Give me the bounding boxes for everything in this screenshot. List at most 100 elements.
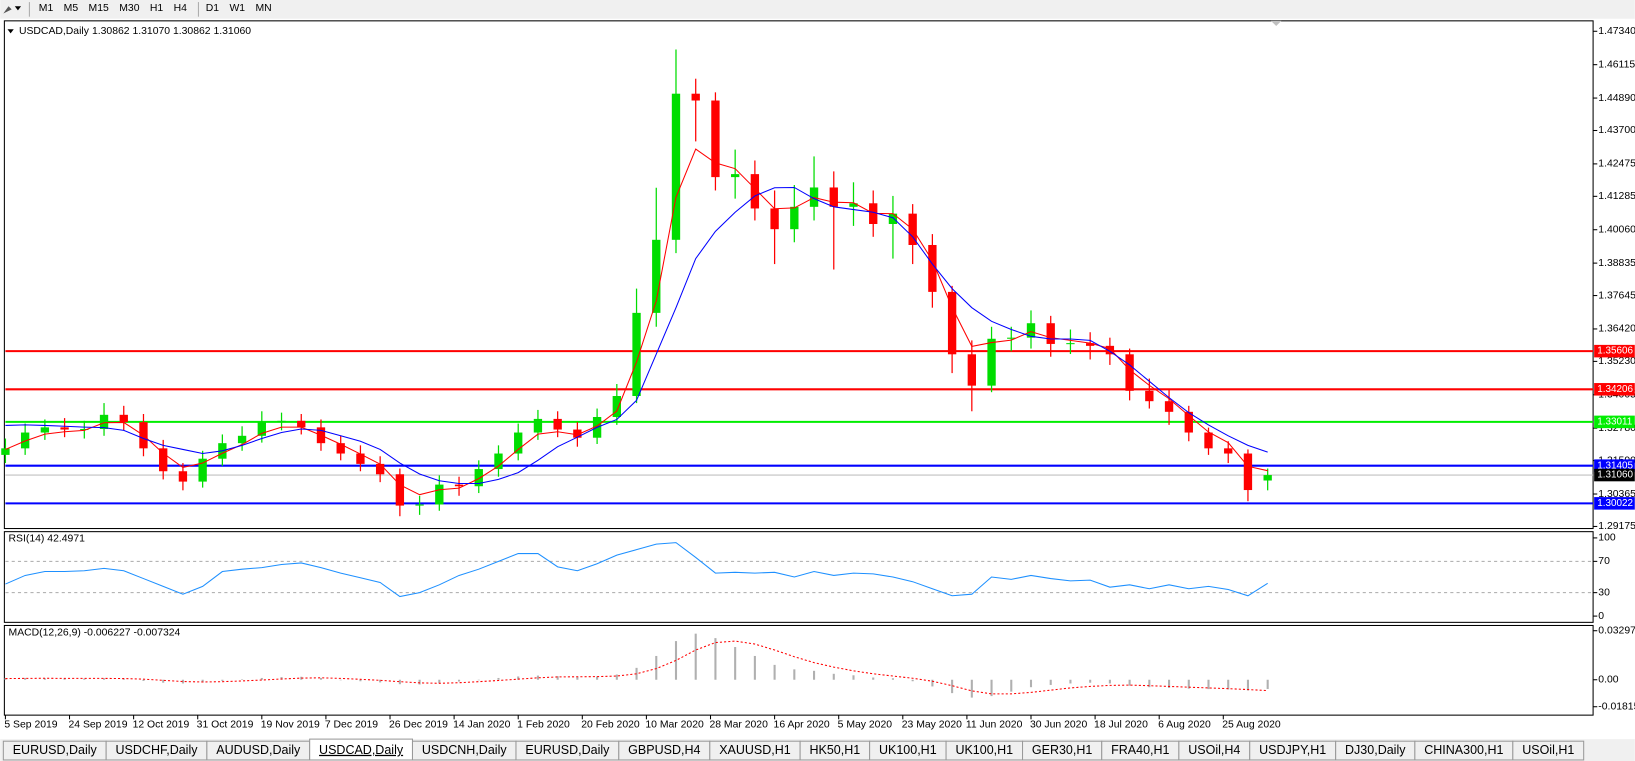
tab[interactable]: USDCHF,Daily <box>105 740 208 761</box>
tab-label[interactable]: USDCAD,Daily <box>319 743 404 757</box>
tab-label[interactable]: XAUUSD,H1 <box>719 743 791 757</box>
tab[interactable]: USDCAD,Daily <box>309 738 414 761</box>
timeframe-button[interactable]: M5 <box>64 3 79 14</box>
candle-body <box>1204 432 1213 449</box>
candle-body <box>711 100 720 178</box>
candle-body <box>336 443 345 454</box>
timeframe-button[interactable]: W1 <box>229 3 245 14</box>
histogram-bar <box>753 655 756 680</box>
candle-body <box>671 93 681 240</box>
histogram-bar <box>1246 679 1249 691</box>
tab-label[interactable]: USDCHF,Daily <box>116 743 199 757</box>
timeframe-label[interactable]: H4 <box>174 3 188 14</box>
y-tick-label: 1.44890 <box>1598 93 1635 104</box>
tab[interactable]: EURUSD,Daily <box>2 740 107 761</box>
timeframe-label[interactable]: M15 <box>89 3 109 14</box>
histogram-bar <box>181 679 184 684</box>
timeframe-label[interactable]: M5 <box>64 3 79 14</box>
y-tick-label: 1.35230 <box>1598 356 1635 367</box>
tab-label[interactable]: CHINA300,H1 <box>1424 743 1503 757</box>
level-label: 1.31405 <box>1597 460 1633 471</box>
tab[interactable]: AUDUSD,Daily <box>206 740 311 761</box>
tab-label[interactable]: EURUSD,Daily <box>13 743 98 757</box>
x-tick-label: 6 Aug 2020 <box>1158 719 1211 730</box>
tab-label[interactable]: AUDUSD,Daily <box>216 743 301 757</box>
timeframe-button[interactable]: H4 <box>174 3 188 14</box>
timeframe-label[interactable]: W1 <box>229 3 245 14</box>
x-tick-label: 23 May 2020 <box>902 719 962 730</box>
tab[interactable]: GBPUSD,H4 <box>618 740 711 761</box>
tab[interactable]: USDCNH,Daily <box>411 740 517 761</box>
y-tick-label: -0.01815 <box>1598 701 1635 712</box>
timeframe-label[interactable]: H1 <box>150 3 164 14</box>
histogram-bar <box>1089 679 1092 683</box>
histogram-bar <box>872 677 875 680</box>
candle-body <box>533 418 543 433</box>
tab[interactable]: UK100,H1 <box>869 740 947 761</box>
toolbar-dropdown[interactable] <box>14 6 22 11</box>
tab-background[interactable] <box>1512 740 1585 761</box>
timeframe-button[interactable]: M30 <box>119 3 139 14</box>
price-tag <box>1594 468 1635 482</box>
tab-label[interactable]: HK50,H1 <box>810 743 861 757</box>
histogram-bar <box>457 679 461 682</box>
tab[interactable]: USOil,H4 <box>1178 740 1251 761</box>
candle-body <box>435 484 444 505</box>
candle-body <box>770 208 779 230</box>
histogram-bar <box>24 677 27 680</box>
y-tick-label: 30 <box>1598 587 1610 598</box>
level-tag <box>1594 383 1635 396</box>
tab[interactable]: XAUUSD,H1 <box>709 740 801 761</box>
tab[interactable]: FRA40,H1 <box>1101 740 1180 761</box>
tab-label[interactable]: USOil,H1 <box>1522 743 1574 757</box>
histogram-bar <box>734 647 737 680</box>
tab-label[interactable]: USOil,H4 <box>1188 743 1240 757</box>
y-tick-label: 1.43700 <box>1598 125 1635 136</box>
tab[interactable]: UK100,H1 <box>945 740 1024 761</box>
histogram-bar <box>477 679 480 681</box>
timeframe-button[interactable]: M1 <box>39 3 54 14</box>
histogram-bar <box>1266 679 1269 689</box>
timeframe-label[interactable]: M1 <box>39 3 54 14</box>
candle-body <box>1145 390 1154 402</box>
tab-label[interactable]: GER30,H1 <box>1032 743 1092 757</box>
candle-body <box>277 420 286 423</box>
x-tick-label: 5 Sep 2019 <box>4 719 57 730</box>
timeframe-button[interactable]: D1 <box>206 3 220 14</box>
timeframe-label[interactable]: M30 <box>119 3 139 14</box>
toolbar-icon[interactable] <box>3 6 12 14</box>
level-tag <box>1594 415 1635 429</box>
timeframe-label[interactable]: MN <box>255 3 271 14</box>
tab-label[interactable]: USDJPY,H1 <box>1259 743 1326 757</box>
tab-label[interactable]: UK100,H1 <box>955 743 1013 757</box>
tab[interactable]: USOil,H1 <box>1512 740 1585 761</box>
tab-label[interactable]: USDCNH,Daily <box>422 743 507 757</box>
tab-label[interactable]: EURUSD,Daily <box>525 743 610 757</box>
tab-label[interactable]: DJ30,Daily <box>1345 743 1406 757</box>
histogram-bar <box>339 679 342 681</box>
tab-label[interactable]: UK100,H1 <box>879 743 937 757</box>
tab[interactable]: USDJPY,H1 <box>1249 740 1337 761</box>
tab[interactable]: EURUSD,Daily <box>515 740 620 761</box>
tab-label[interactable]: FRA40,H1 <box>1111 743 1169 757</box>
histogram-bar <box>43 678 46 680</box>
timeframe-button[interactable]: M15 <box>89 3 109 14</box>
tab-label[interactable]: GBPUSD,H4 <box>628 743 700 757</box>
candle-body <box>356 453 365 464</box>
candle-body <box>632 312 641 397</box>
candle-body <box>474 469 483 487</box>
y-tick-label: 1.30365 <box>1598 489 1635 500</box>
x-tick-label: 1 Feb 2020 <box>517 719 570 730</box>
candle-body <box>514 432 523 454</box>
histogram-bar <box>596 676 599 680</box>
rsi-line <box>5 542 1268 598</box>
timeframe-label[interactable]: D1 <box>206 3 220 14</box>
timeframe-button[interactable]: H1 <box>150 3 164 14</box>
tab[interactable]: DJ30,Daily <box>1335 740 1416 761</box>
tab[interactable]: HK50,H1 <box>799 740 871 761</box>
chart-menu-arrow[interactable] <box>7 29 14 34</box>
tab[interactable]: CHINA300,H1 <box>1414 740 1514 761</box>
tab[interactable]: GER30,H1 <box>1022 740 1103 761</box>
timeframe-button[interactable]: MN <box>255 3 271 14</box>
